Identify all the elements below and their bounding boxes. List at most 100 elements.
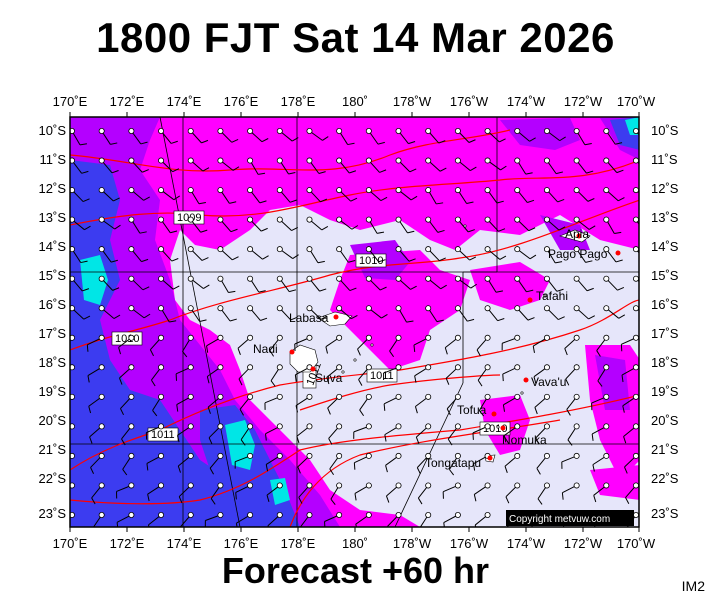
isobar-label: 1010: [355, 253, 387, 268]
wind-barb-feather: [147, 524, 150, 527]
wind-barb-station: [395, 364, 402, 371]
wind-barb-feather: [121, 438, 126, 446]
wind-barb-station: [98, 482, 105, 489]
wind-barb-feather: [381, 314, 388, 319]
wind-barb-station: [70, 157, 75, 164]
wind-barb-feather: [565, 378, 570, 386]
wind-barb-station: [187, 364, 194, 371]
lat-label: 11˚S: [40, 152, 67, 167]
wind-barb-station: [603, 275, 610, 282]
svg-text:Apia: Apia: [565, 227, 589, 241]
wind-barb-station: [187, 187, 194, 194]
wind-barb-feather: [120, 408, 124, 416]
wind-barb-station: [158, 187, 165, 194]
wind-barb-feather: [588, 225, 596, 230]
wind-barb-station: [543, 423, 550, 430]
wind-barb-feather: [173, 195, 181, 201]
wind-barb-feather: [468, 139, 476, 143]
wind-barb-station: [395, 246, 402, 253]
wind-barb-feather: [495, 290, 504, 293]
map-title: 1800 FJT Sat 14 Mar 2026: [96, 14, 615, 61]
wind-barb-feather: [436, 319, 444, 323]
wind-barb-station: [128, 246, 135, 253]
lon-label: 180˚: [342, 94, 368, 109]
wind-barb-station: [425, 393, 432, 400]
wind-barb-feather: [380, 196, 388, 202]
wind-barb-station: [158, 423, 165, 430]
wind-barb-feather: [182, 351, 188, 358]
wind-barb-station: [603, 157, 610, 164]
wind-barb-feather: [200, 229, 208, 233]
wind-barb-station: [633, 216, 639, 223]
wind-barb-feather: [139, 231, 147, 234]
wind-barb-feather: [265, 433, 267, 441]
wind-barb-station: [573, 305, 580, 312]
wind-barb-feather: [232, 166, 240, 171]
wind-barb-feather: [385, 495, 390, 503]
wind-barb-station: [543, 216, 550, 223]
wind-barb-feather: [498, 228, 506, 232]
graticule: [70, 116, 639, 528]
wind-barb-station: [128, 275, 135, 282]
wind-barb-station: [70, 334, 75, 341]
wind-barb-station: [454, 305, 461, 312]
wind-barb-station: [70, 187, 75, 194]
wind-barb-station: [276, 305, 283, 312]
wind-barb-station: [484, 512, 491, 519]
wind-barb-feather: [261, 138, 269, 143]
wind-barb-feather: [291, 226, 298, 231]
wind-barb-feather: [502, 404, 506, 412]
wind-barb-station: [98, 275, 105, 282]
wind-barb-feather: [358, 379, 363, 386]
lon-label: 170˚E: [53, 536, 88, 551]
wind-barb-station: [484, 482, 491, 489]
wind-barb-feather: [116, 522, 119, 527]
wind-barb-feather: [564, 348, 568, 356]
wind-barb-feather: [414, 375, 417, 383]
wind-barb-station: [336, 127, 343, 134]
wind-barb-feather: [618, 314, 626, 319]
wind-barb-station: [633, 157, 639, 164]
wind-barb-feather: [614, 231, 622, 234]
wind-barb-station: [484, 187, 491, 194]
wind-barb-feather: [357, 348, 361, 356]
wind-barb-feather: [503, 435, 507, 443]
wind-barb-station: [187, 482, 194, 489]
wind-barb-feather: [558, 226, 566, 231]
wind-barb-station: [70, 216, 75, 223]
lat-label: 15˚S: [651, 268, 679, 283]
wind-barb-feather: [262, 255, 269, 260]
wind-barb-station: [306, 482, 313, 489]
wind-barb-station: [128, 305, 135, 312]
wind-barb-feather: [588, 315, 595, 320]
wind-barb-station: [217, 423, 224, 430]
wind-barb-feather: [593, 495, 597, 503]
wind-barb-station: [247, 334, 254, 341]
copyright-badge: Copyright metvuw.com: [506, 510, 634, 526]
wind-barb-station: [514, 482, 521, 489]
wind-barb-feather: [60, 496, 62, 503]
wind-barb-station: [543, 127, 550, 134]
wind-barb-station: [365, 187, 372, 194]
wind-barb-station: [514, 334, 521, 341]
wind-barb-feather: [84, 225, 91, 231]
wind-barb-station: [98, 187, 105, 194]
wind-barb-station: [454, 216, 461, 223]
wind-barb-feather: [469, 256, 477, 261]
wind-barb-station: [217, 157, 224, 164]
wind-barb-feather: [496, 200, 504, 204]
wind-barb-station: [187, 334, 194, 341]
wind-barb-feather: [206, 376, 210, 384]
wind-barb-station: [276, 127, 283, 134]
isobar-label: 1010: [111, 331, 143, 346]
wind-barb-station: [425, 452, 432, 459]
wind-barb-station: [365, 393, 372, 400]
wind-barb-feather: [529, 137, 536, 142]
wind-barb-station: [543, 187, 550, 194]
wind-barb-feather: [537, 498, 543, 505]
wind-barb-station: [306, 275, 313, 282]
wind-barb-station: [247, 364, 254, 371]
lon-label: 178˚E: [281, 94, 316, 109]
wind-barb-feather: [151, 379, 156, 387]
wind-barb-station: [70, 423, 75, 430]
